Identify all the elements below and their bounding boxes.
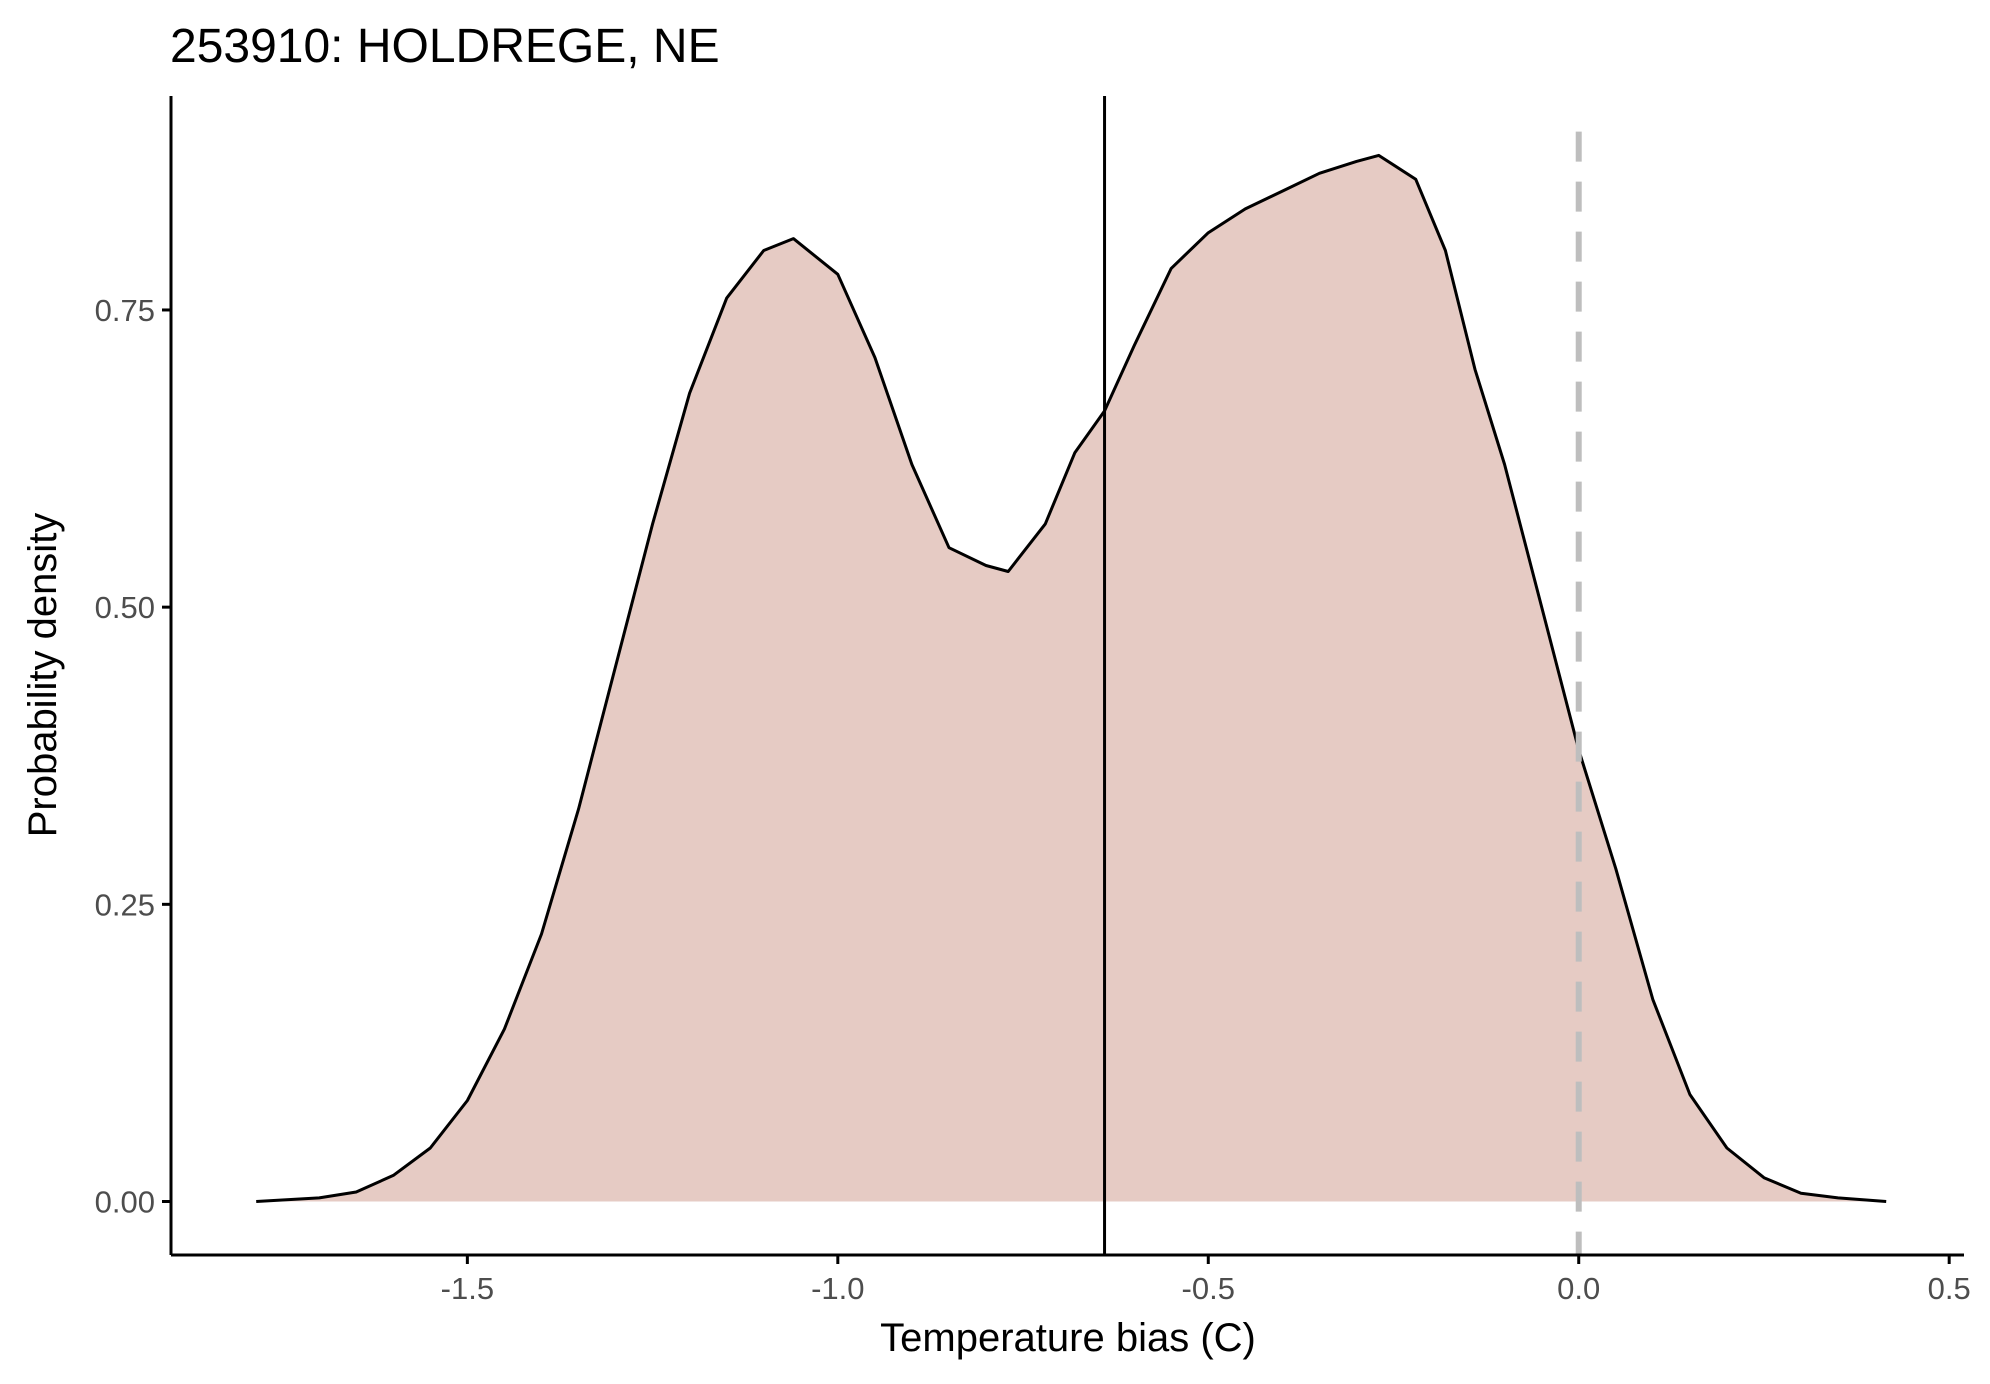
y-tick-label: 0.00 xyxy=(95,1185,155,1220)
y-axis-title: Probability density xyxy=(21,513,65,838)
reference-lines xyxy=(1103,96,1582,1255)
x-axis: -1.5 -1.0 -0.5 0.0 0.5 xyxy=(171,1253,1971,1306)
density-area-fill xyxy=(256,155,1887,1202)
x-tick-label: 0.5 xyxy=(1928,1271,1971,1306)
y-tick-label: 0.25 xyxy=(95,887,155,922)
density-curve xyxy=(256,153,1887,1203)
y-tick-label: 0.50 xyxy=(95,590,155,625)
chart-title: 253910: HOLDREGE, NE xyxy=(170,20,720,73)
x-axis-title: Temperature bias (C) xyxy=(880,1316,1256,1360)
x-tick-label: 0.0 xyxy=(1557,1271,1600,1306)
x-tick-label: -0.5 xyxy=(1182,1271,1235,1306)
x-tick-label: -1.0 xyxy=(811,1271,864,1306)
y-tick-label: 0.75 xyxy=(95,293,155,328)
x-tick-label: -1.5 xyxy=(441,1271,494,1306)
x-axis-ticks: -1.5 -1.0 -0.5 0.0 0.5 xyxy=(441,1255,1971,1306)
plot-area xyxy=(256,96,1887,1255)
y-axis-ticks: 0.00 0.25 0.50 0.75 xyxy=(95,293,171,1220)
y-axis: 0.00 0.25 0.50 0.75 xyxy=(95,96,173,1255)
